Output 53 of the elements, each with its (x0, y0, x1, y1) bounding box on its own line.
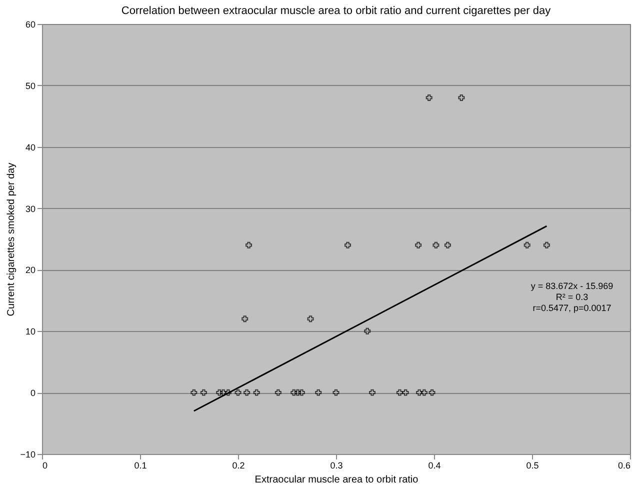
annotation: r=0.5477, p=0.0017 (532, 303, 612, 313)
point (307, 316, 314, 322)
point (415, 242, 422, 248)
point (416, 389, 423, 396)
point (242, 316, 248, 322)
point (428, 389, 436, 396)
point (190, 389, 198, 396)
y-tick-label: 20 (25, 265, 36, 276)
point (432, 242, 440, 248)
point (458, 94, 465, 101)
point (246, 242, 252, 248)
point (543, 242, 550, 248)
point (402, 389, 409, 396)
chart-title: Correlation between extraocular muscle area to orbit ratio and current cigarettes per day (121, 5, 552, 17)
point (234, 389, 242, 396)
y-tick-label: 10 (25, 326, 36, 337)
x-tick-label: 0 (42, 460, 48, 470)
x-axis-title: Extraocular muscle area to orbit ratio (254, 474, 419, 486)
annotation: R² = 0.3 (556, 292, 588, 302)
point (344, 242, 351, 248)
point (294, 389, 302, 396)
x-tick-label: 0.3 (330, 460, 343, 470)
point (524, 242, 530, 248)
x-tick-label: 0.4 (428, 460, 441, 470)
x-tick-label: 0.1 (134, 460, 147, 470)
y-tick-label: 40 (25, 142, 36, 152)
x-tick-label: 0.5 (526, 460, 539, 470)
point (220, 389, 227, 396)
point (216, 389, 223, 396)
point (253, 389, 260, 396)
point (369, 389, 376, 396)
y-tick-label: 30 (25, 204, 36, 214)
point (426, 94, 432, 101)
y-tick-label: 60 (25, 20, 36, 30)
point (298, 389, 305, 396)
point (290, 389, 298, 396)
x-tick-label: 0.6 (618, 460, 630, 470)
point (224, 389, 232, 396)
annotation: y = 83.672x - 15.969 (530, 281, 614, 291)
point (396, 389, 403, 396)
y-tick-label: 0 (30, 388, 36, 398)
y-tick-label: 50 (25, 80, 36, 91)
point (244, 389, 250, 396)
point (420, 389, 428, 396)
point (364, 328, 371, 334)
y-axis-title: Current cigarettes smoked per day (6, 162, 18, 316)
point (332, 389, 340, 396)
point (200, 389, 207, 396)
point (315, 389, 322, 396)
y-tick-label: −10 (20, 450, 36, 460)
point (444, 242, 451, 248)
point (274, 389, 282, 396)
x-tick-label: 0.2 (232, 460, 245, 470)
